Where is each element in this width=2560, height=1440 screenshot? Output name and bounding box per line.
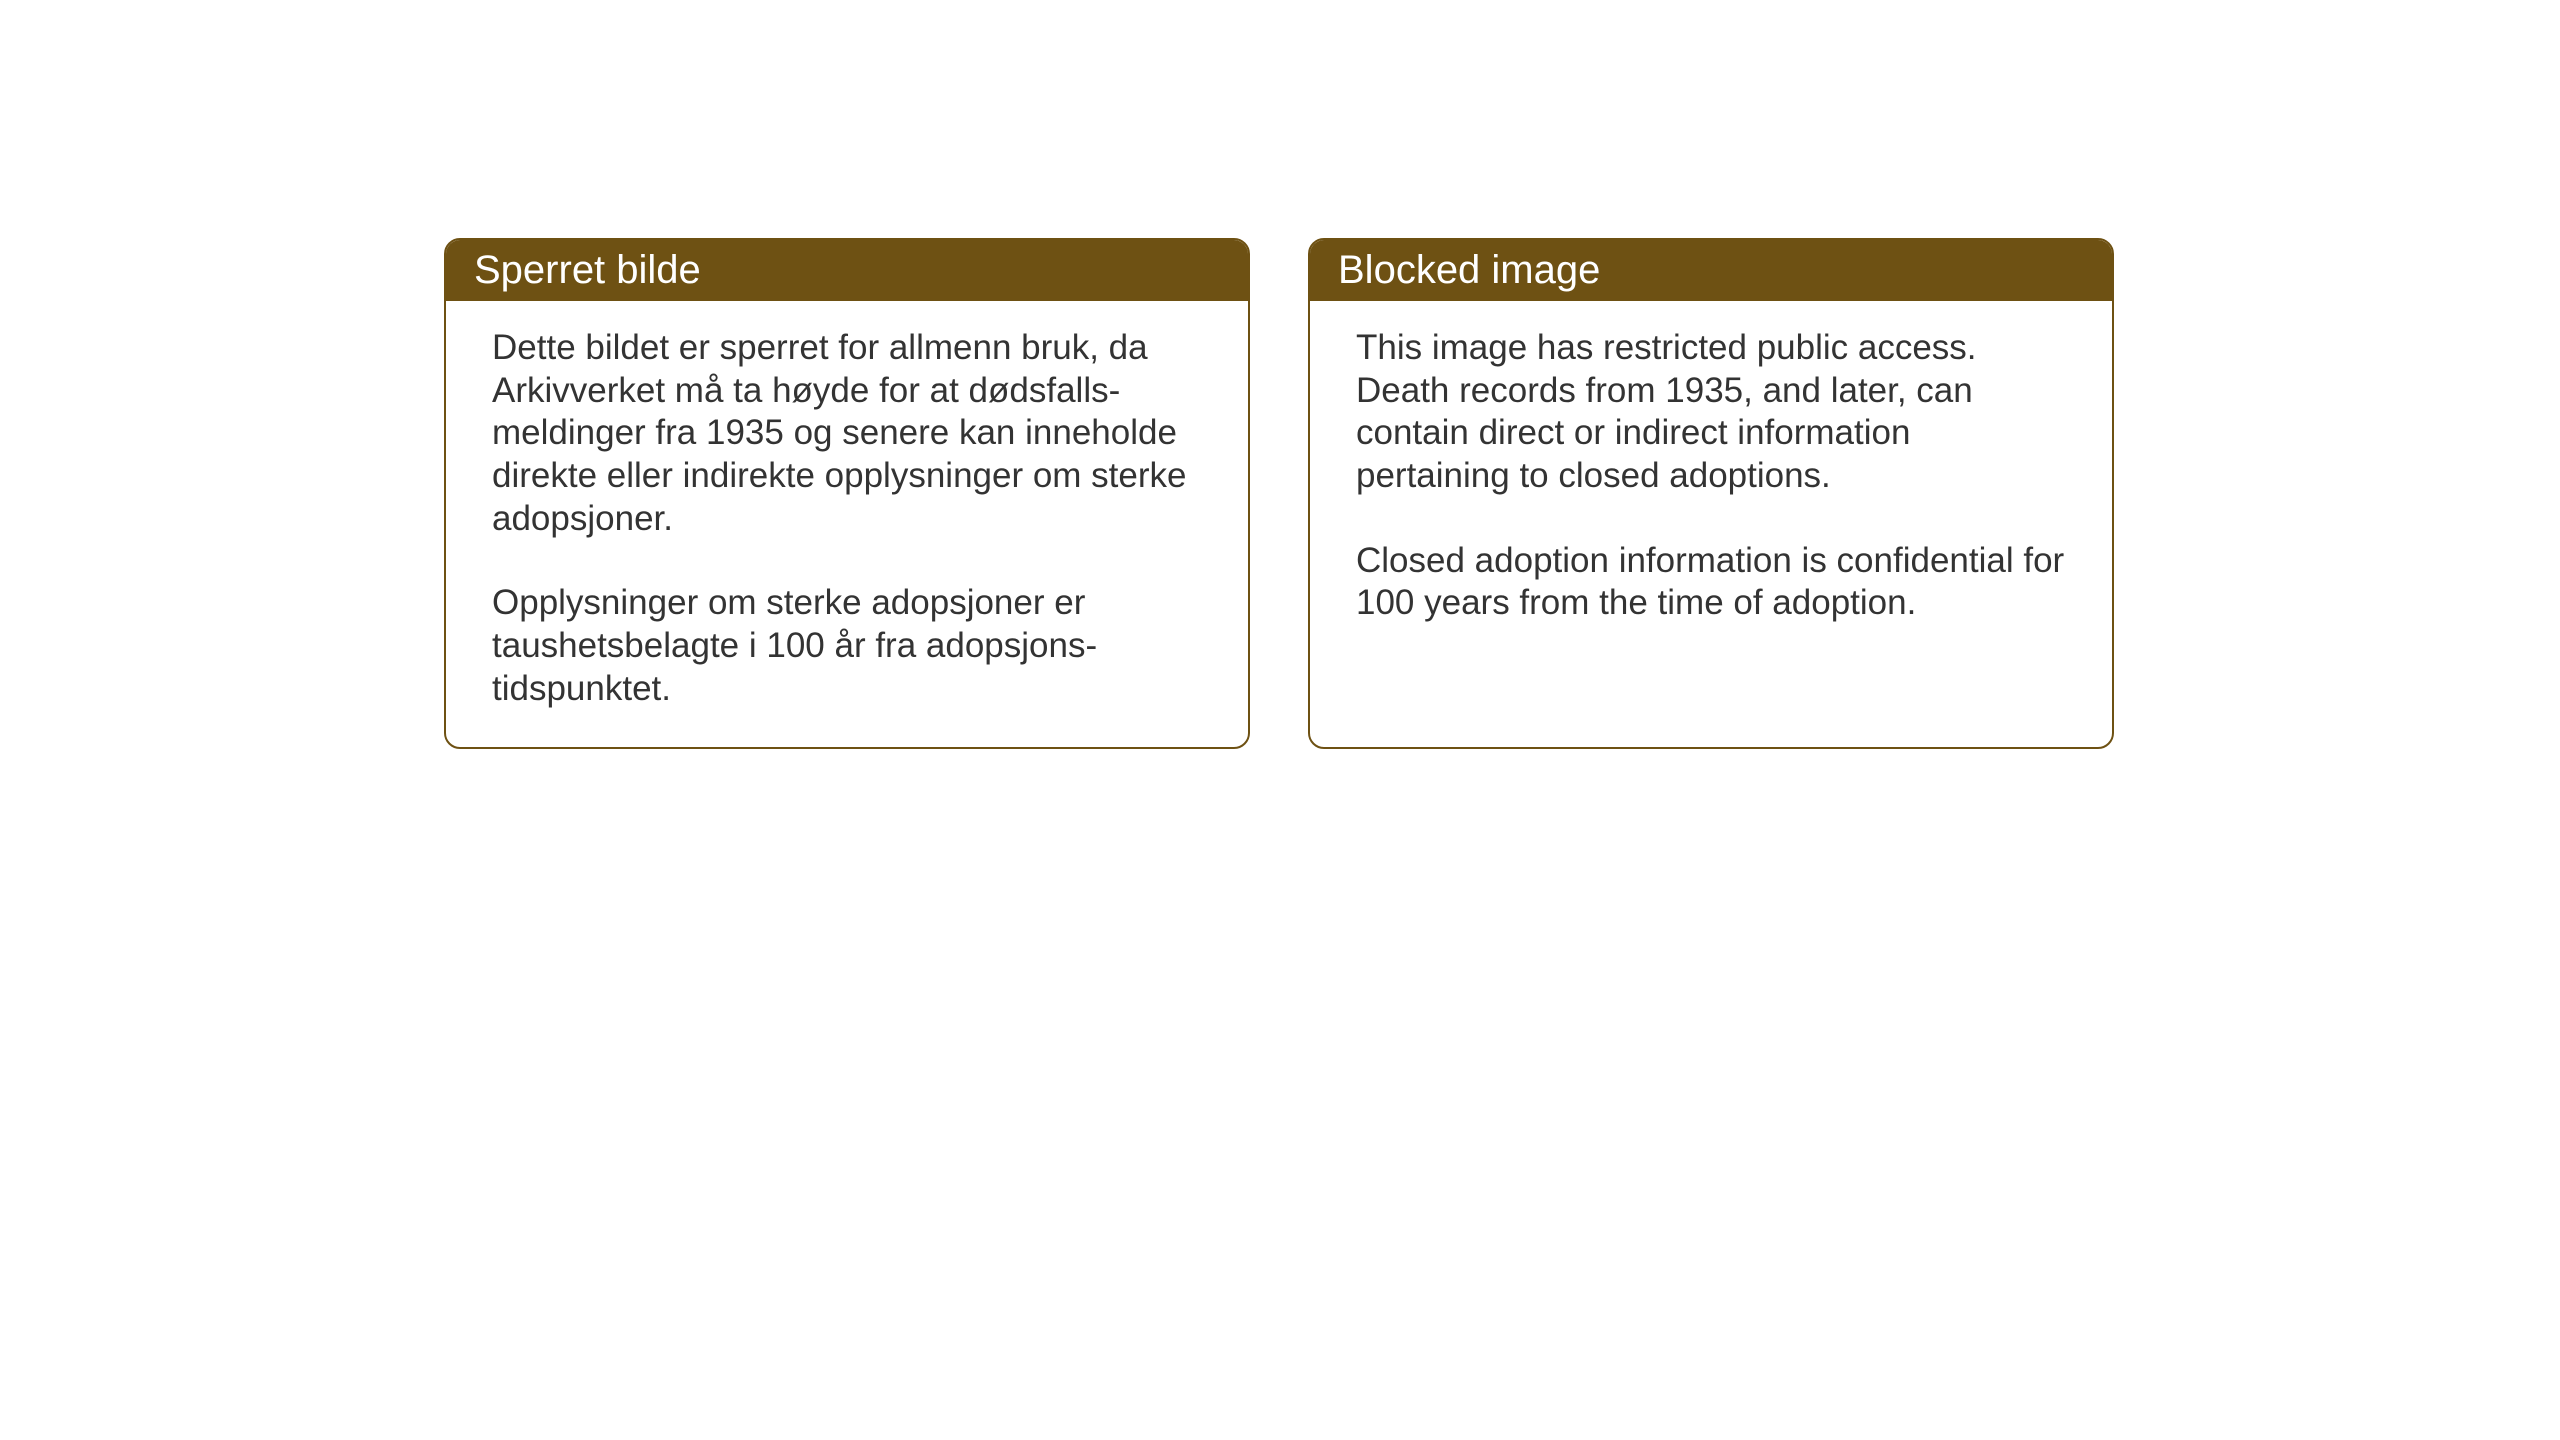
norwegian-paragraph-2: Opplysninger om sterke adopsjoner er tau… <box>492 582 1202 710</box>
notice-container: Sperret bilde Dette bildet er sperret fo… <box>444 238 2114 749</box>
english-card-title: Blocked image <box>1310 240 2112 301</box>
english-notice-card: Blocked image This image has restricted … <box>1308 238 2114 749</box>
norwegian-card-title: Sperret bilde <box>446 240 1248 301</box>
norwegian-notice-card: Sperret bilde Dette bildet er sperret fo… <box>444 238 1250 749</box>
english-paragraph-2: Closed adoption information is confident… <box>1356 540 2066 625</box>
norwegian-paragraph-1: Dette bildet er sperret for allmenn bruk… <box>492 327 1202 540</box>
english-paragraph-1: This image has restricted public access.… <box>1356 327 2066 498</box>
english-card-body: This image has restricted public access.… <box>1310 301 2112 661</box>
norwegian-card-body: Dette bildet er sperret for allmenn bruk… <box>446 301 1248 747</box>
